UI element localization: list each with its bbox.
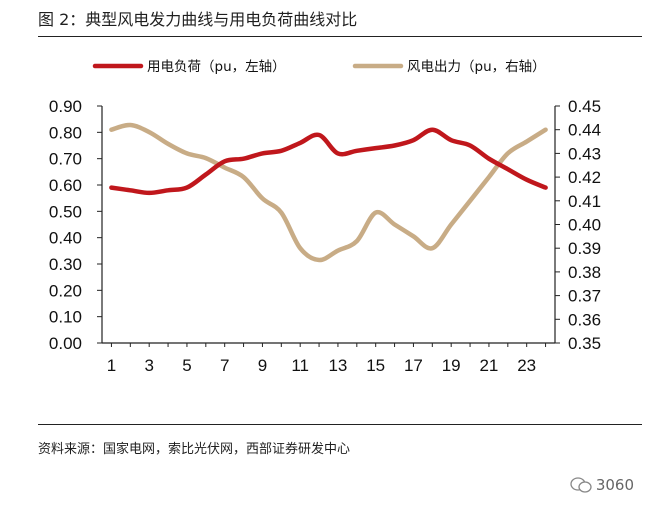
watermark: 3060 — [570, 476, 634, 494]
x-tick-label: 7 — [220, 356, 229, 375]
x-tick-label: 23 — [517, 356, 536, 375]
right-tick-label: 0.44 — [568, 121, 601, 140]
x-tick-label: 17 — [404, 356, 423, 375]
x-tick-label: 5 — [182, 356, 191, 375]
x-tick-label: 11 — [291, 356, 309, 375]
left-tick-label: 0.70 — [49, 150, 82, 169]
right-tick-label: 0.40 — [568, 216, 601, 235]
right-tick-label: 0.43 — [568, 144, 601, 163]
left-tick-label: 0.40 — [49, 229, 82, 248]
left-tick-label: 0.30 — [49, 255, 82, 274]
watermark-text: 3060 — [595, 476, 634, 494]
x-tick-label: 1 — [107, 356, 116, 375]
left-tick-label: 0.50 — [49, 202, 82, 221]
right-tick-label: 0.45 — [568, 97, 601, 116]
chat-bubble-icon — [570, 477, 592, 493]
title-rule — [38, 36, 642, 37]
right-tick-label: 0.41 — [568, 192, 601, 211]
legend: 用电负荷（pu，左轴） 风电出力（pu，右轴） — [92, 59, 546, 75]
load-series-line — [109, 127, 548, 196]
left-tick-label: 0.80 — [49, 123, 82, 142]
x-tick-label: 21 — [479, 356, 498, 375]
right-tick-label: 0.38 — [568, 263, 601, 282]
wind-series-line — [109, 122, 548, 263]
left-tick-label: 0.00 — [49, 334, 82, 353]
right-tick-label: 0.36 — [568, 310, 601, 329]
source-note: 资料来源：国家电网，索比光伏网，西部证券研发中心 — [38, 442, 351, 457]
legend-item-wind-label: 风电出力（pu，右轴） — [407, 59, 546, 75]
left-tick-label: 0.60 — [49, 176, 82, 195]
left-tick-label: 0.90 — [49, 97, 82, 116]
right-tick-label: 0.35 — [568, 334, 601, 353]
x-tick-label: 3 — [144, 356, 153, 375]
legend-item-load-label: 用电负荷（pu，左轴） — [147, 59, 286, 75]
x-tick-label: 13 — [328, 356, 347, 375]
x-tick-label: 9 — [258, 356, 267, 375]
x-tick-label: 19 — [442, 356, 461, 375]
x-tick-label: 15 — [366, 356, 385, 375]
source-rule — [38, 424, 642, 425]
left-tick-label: 0.20 — [49, 281, 82, 300]
series-layer — [109, 122, 548, 263]
axes: 0.00 0.10 0.20 0.30 0.40 0.50 0.60 0.70 0.80 0.90… — [49, 97, 601, 375]
line-chart: 用电负荷（pu，左轴） 风电出力（pu，右轴） 0.000.100.200.300… — [49, 59, 601, 375]
right-tick-label: 0.42 — [568, 168, 601, 187]
right-tick-label: 0.37 — [568, 287, 601, 306]
figure-title: 图 2：典型风电发力曲线与用电负荷曲线对比 — [38, 10, 358, 29]
left-tick-label: 0.10 — [49, 308, 82, 327]
right-tick-label: 0.39 — [568, 239, 601, 258]
